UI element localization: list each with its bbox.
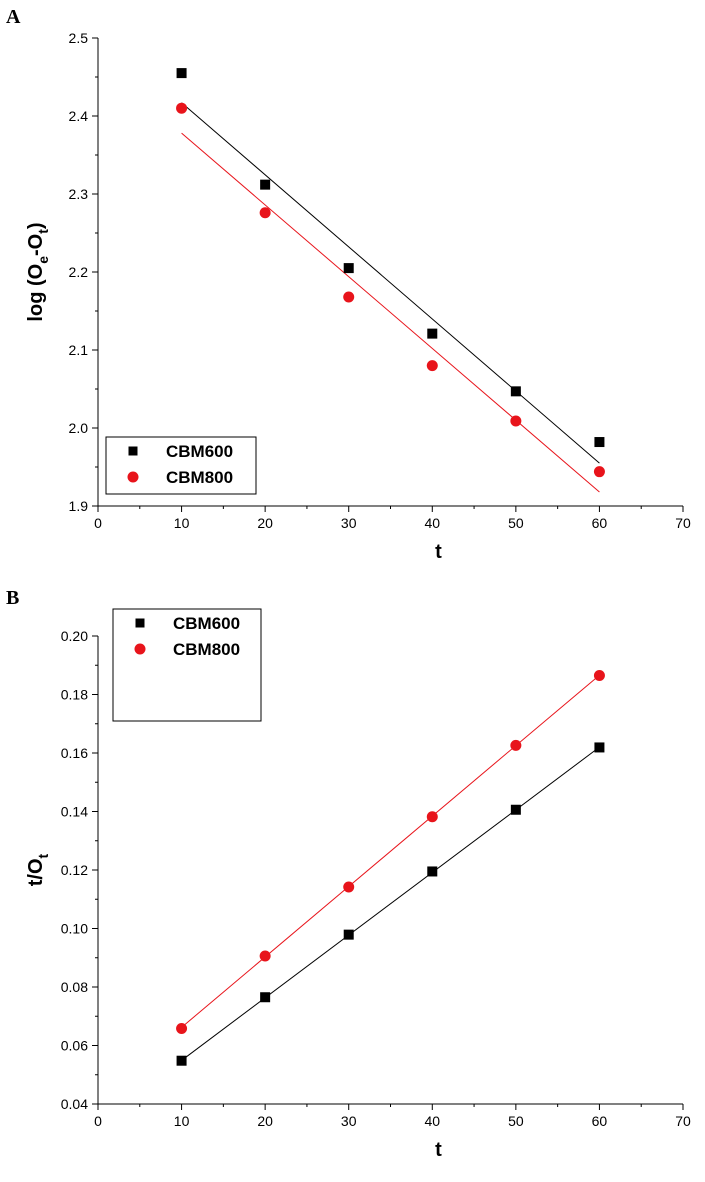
chart-a-x-tick-label: 40 (424, 515, 440, 531)
chart-b-cbm800-point (343, 881, 355, 893)
chart-a-cbm600-point (260, 179, 271, 190)
chart-b-cbm600-point (176, 1055, 187, 1066)
chart-a-cbm600-point (510, 386, 521, 397)
panel-label-a: A (6, 6, 21, 28)
chart-b-cbm800-point (426, 811, 438, 823)
chart-a-y-tick-label: 2.5 (69, 30, 89, 46)
chart-a-y-tick-label: 2.0 (69, 420, 89, 436)
chart-a-cbm800-fit-line (181, 132, 600, 493)
chart-b-x-axis-title: t (435, 1139, 442, 1161)
chart-a-x-tick-label: 50 (508, 515, 524, 531)
chart-b-cbm800-point (176, 1023, 188, 1035)
chart-b-legend-cbm600-label: CBM600 (173, 614, 240, 633)
chart-a-cbm600-point (343, 263, 354, 274)
chart-b-y-tick-label: 0.10 (61, 921, 88, 937)
chart-a-cbm800-point (426, 360, 438, 372)
chart-a-cbm800-point (259, 207, 271, 219)
chart-a-cbm800-point (510, 415, 522, 427)
chart-b-cbm600-point (510, 804, 521, 815)
chart-b-cbm600-point (343, 929, 354, 940)
chart-b-cbm600-point (427, 866, 438, 877)
chart-a-y-tick-label: 1.9 (69, 498, 89, 514)
chart-b-legend-box (112, 608, 262, 722)
chart-b-y-tick-label: 0.08 (61, 979, 88, 995)
chart-a-y-tick-label: 2.3 (69, 186, 89, 202)
chart-b-y-tick-label: 0.16 (61, 745, 88, 761)
chart-a-x-tick-label: 60 (592, 515, 608, 531)
chart-a-legend-box (105, 436, 257, 495)
chart-b-x-tick-label: 60 (592, 1113, 608, 1129)
chart-b-y-tick-label: 0.14 (61, 804, 88, 820)
chart-a-legend-cbm800-marker (127, 471, 139, 483)
chart-b-y-tick-label: 0.06 (61, 1038, 88, 1054)
chart-a-x-tick-label: 30 (341, 515, 357, 531)
chart-a-x-tick-label: 10 (174, 515, 190, 531)
chart-a-y-axis-title: log (Oe-Ot) (25, 222, 51, 321)
chart-b-cbm600-point (594, 742, 605, 753)
chart-a-y-tick-label: 2.2 (69, 264, 89, 280)
chart-b-cbm800-point (593, 669, 605, 681)
chart-a-cbm600-point (176, 68, 187, 79)
chart-a-cbm800-point (176, 102, 188, 114)
chart-b-cbm800-point (259, 950, 271, 962)
chart-b-cbm800-point (510, 739, 522, 751)
chart-b-y-tick-label: 0.18 (61, 687, 88, 703)
chart-a-x-tick-label: 70 (675, 515, 691, 531)
chart-a-y-tick-label: 2.1 (69, 342, 89, 358)
chart-b-x-tick-label: 0 (94, 1113, 102, 1129)
chart-a-cbm600-point (427, 328, 438, 339)
chart-b-legend-cbm800-label: CBM800 (173, 640, 240, 659)
chart-b-x-tick-label: 20 (257, 1113, 273, 1129)
chart-b-x-tick-label: 70 (675, 1113, 691, 1129)
chart-b-cbm800-fit-line (181, 674, 600, 1028)
chart-a-legend-cbm800-label: CBM800 (166, 468, 233, 487)
chart-a-cbm600-fit-line (181, 102, 600, 464)
chart-b-x-tick-label: 40 (424, 1113, 440, 1129)
chart-a-cbm800-point (593, 466, 605, 478)
chart-a-x-axis-title: t (435, 541, 442, 563)
chart-a-x-tick-label: 0 (94, 515, 102, 531)
chart-b-legend-cbm800-marker (134, 643, 146, 655)
chart-a-y-tick-label: 2.4 (69, 108, 89, 124)
panel-label-b: B (6, 587, 20, 609)
chart-b-legend-cbm600-marker (135, 618, 145, 628)
chart-b-cbm600-fit-line (181, 746, 600, 1061)
chart-b-y-tick-label: 0.12 (61, 862, 88, 878)
chart-b-cbm600-point (260, 992, 271, 1003)
chart-b-y-tick-label: 0.20 (61, 628, 88, 644)
chart-a-legend-cbm600-marker (128, 446, 138, 456)
chart-b-x-tick-label: 30 (341, 1113, 357, 1129)
chart-a-cbm800-point (343, 291, 355, 303)
chart-b-y-tick-label: 0.04 (61, 1096, 88, 1112)
chart-a-legend-cbm600-label: CBM600 (166, 442, 233, 461)
chart-b-y-axis-title: t/Ot (25, 853, 51, 886)
chart-b-x-tick-label: 50 (508, 1113, 524, 1129)
chart-b-x-tick-label: 10 (174, 1113, 190, 1129)
chart-a-x-tick-label: 20 (257, 515, 273, 531)
chart-a-cbm600-point (594, 437, 605, 448)
